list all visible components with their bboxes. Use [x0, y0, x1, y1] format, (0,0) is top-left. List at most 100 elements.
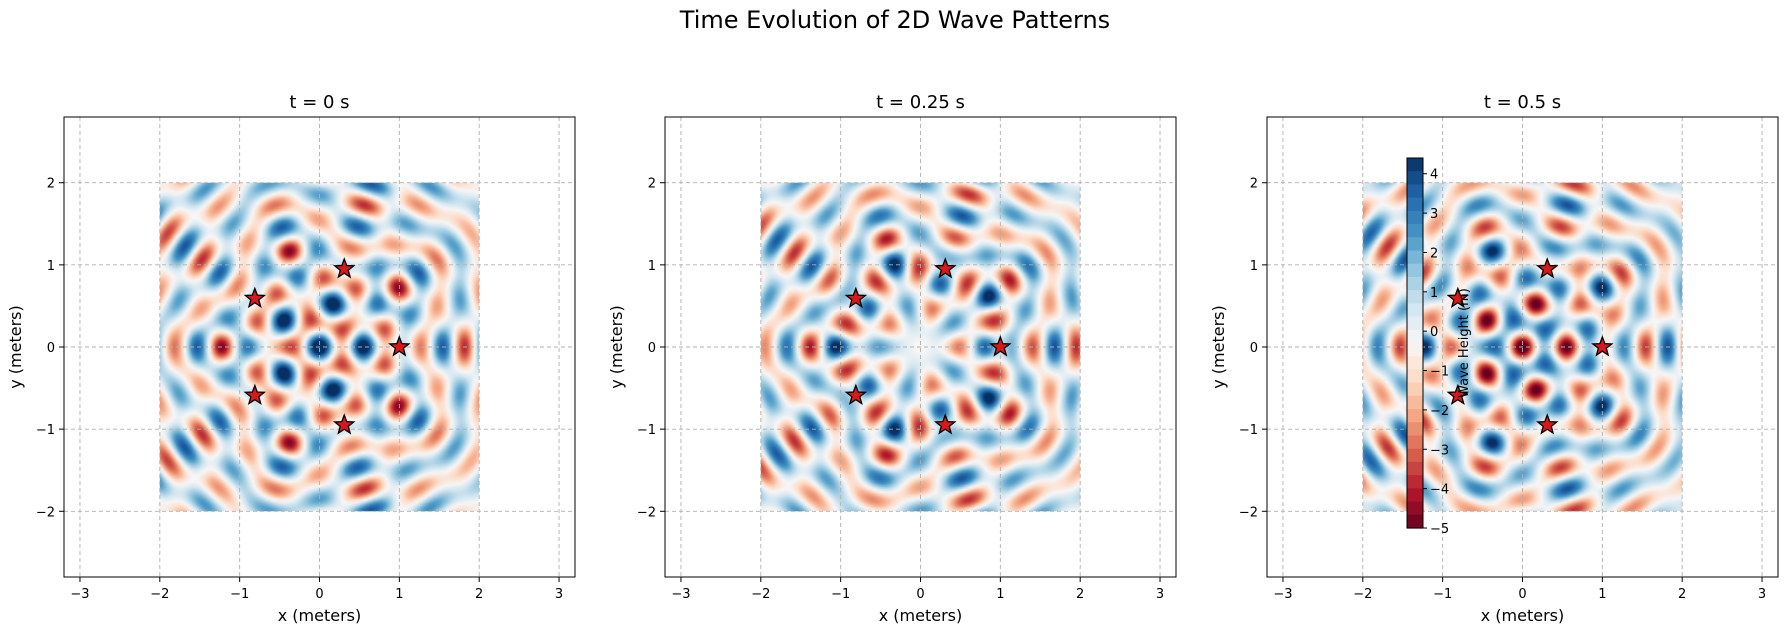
colorbar: 4 3 2 1 0 −1 −2 −3 −4 −5 Wave Height (m)	[1406, 157, 1472, 537]
colorbar-segment	[1407, 395, 1423, 410]
source-star-marker	[933, 413, 957, 435]
colorbar-segment	[1407, 303, 1423, 318]
colorbar-segment	[1407, 422, 1423, 437]
x-tick-label: 2	[1678, 587, 1686, 602]
colorbar-tick-label: −3	[1430, 443, 1449, 458]
x-axis-label: x (meters)	[1481, 606, 1565, 625]
source-star-marker	[989, 335, 1012, 357]
source-star-marker	[1446, 286, 1470, 309]
x-tick-label: 0	[916, 587, 924, 602]
colorbar-segment	[1407, 250, 1423, 265]
x-tick-label: 1	[996, 587, 1004, 602]
x-tick-label: −1	[831, 587, 850, 602]
colorbar-tick-label: 0	[1430, 325, 1438, 340]
x-tick-label: −1	[230, 587, 249, 602]
y-axis-label: y (meters)	[1209, 305, 1228, 389]
y-tick-label: 0	[1250, 341, 1258, 356]
colorbar-segment	[1407, 210, 1423, 225]
colorbar-segment	[1407, 343, 1423, 357]
source-star-marker	[1591, 335, 1614, 357]
colorbar-tick-label: −2	[1430, 404, 1449, 419]
colorbar-segment	[1407, 356, 1423, 371]
y-tick-label: −1	[1239, 423, 1258, 438]
x-tick-label: 2	[475, 587, 483, 602]
y-tick-label: −2	[1239, 505, 1258, 520]
source-star-marker	[388, 335, 411, 357]
source-star-marker	[332, 413, 356, 435]
x-tick-label: 0	[1518, 587, 1526, 602]
y-tick-label: 2	[1250, 177, 1258, 192]
x-tick-label: −3	[1273, 587, 1292, 602]
y-tick-label: 1	[47, 259, 55, 274]
colorbar-segment	[1407, 461, 1423, 476]
y-tick-label: −2	[637, 505, 656, 520]
colorbar-tick-label: 1	[1430, 286, 1438, 301]
colorbar-segment	[1407, 184, 1423, 199]
source-star-marker	[243, 383, 267, 406]
y-tick-label: 1	[1250, 259, 1258, 274]
colorbar-tick-label: −5	[1430, 522, 1449, 537]
x-tick-label: 1	[1598, 587, 1606, 602]
source-star-marker	[332, 257, 356, 279]
source-star-marker	[844, 383, 868, 406]
colorbar-segment	[1407, 171, 1423, 186]
colorbar-segment	[1407, 237, 1423, 252]
source-star-marker	[1446, 383, 1470, 406]
colorbar-tick-label: 4	[1430, 168, 1438, 183]
y-tick-label: 2	[47, 177, 55, 192]
x-tick-label: 3	[555, 587, 563, 602]
source-star-marker	[844, 286, 868, 309]
panel-title: t = 0 s	[289, 92, 349, 113]
y-tick-label: −1	[637, 423, 656, 438]
colorbar-tick-label: 3	[1430, 207, 1438, 222]
x-tick-label: −1	[1433, 587, 1452, 602]
colorbar-segment	[1407, 409, 1423, 423]
y-axis-label: y (meters)	[6, 305, 25, 389]
y-tick-label: 2	[648, 177, 656, 192]
colorbar-segment	[1407, 514, 1423, 529]
colorbar-segment	[1407, 329, 1423, 344]
source-star-marker	[933, 257, 957, 279]
panels: −3 −2 −1 0 1 2 3 −2 −1 0 1 2 t = 0 s x (meters) y (met…	[6, 92, 1779, 625]
colorbar-segment	[1407, 475, 1423, 489]
colorbar-segment	[1407, 290, 1423, 304]
panel-title: t = 0.5 s	[1484, 92, 1561, 113]
x-tick-label: 3	[1758, 587, 1766, 602]
x-axis-label: x (meters)	[879, 606, 963, 625]
colorbar-segment	[1407, 158, 1423, 172]
x-tick-label: 3	[1156, 587, 1164, 602]
panel-title: t = 0.25 s	[876, 92, 965, 113]
colorbar-segment	[1407, 382, 1423, 397]
colorbar-segment	[1407, 488, 1423, 503]
y-tick-label: −2	[36, 505, 55, 520]
x-tick-label: −2	[150, 587, 169, 602]
colorbar-segment	[1407, 369, 1423, 384]
colorbar-frame	[1406, 157, 1424, 529]
x-tick-label: −2	[1353, 587, 1372, 602]
colorbar-segment	[1407, 197, 1423, 212]
y-axis-label: y (meters)	[607, 305, 626, 389]
source-star-marker	[1535, 257, 1559, 279]
colorbar-segment	[1407, 435, 1423, 450]
y-tick-label: −1	[36, 423, 55, 438]
panel-2: −3 −2 −1 0 1 2 3 −2 −1 0 1 2 t = 0.5 s x (meters) y (m…	[1209, 92, 1779, 625]
panel-1: −3 −2 −1 0 1 2 3 −2 −1 0 1 2 t = 0.25 s x (meters) y (…	[607, 92, 1177, 625]
colorbar-segment	[1407, 276, 1423, 291]
colorbar-segment	[1407, 316, 1423, 331]
source-star-marker	[1535, 413, 1559, 435]
x-tick-label: −2	[751, 587, 770, 602]
figure-title: Time Evolution of 2D Wave Patterns	[679, 6, 1110, 34]
source-star-marker	[243, 286, 267, 309]
colorbar-tick-label: −4	[1430, 483, 1449, 498]
colorbar-tick-label: 2	[1430, 246, 1438, 261]
colorbar-segment	[1407, 263, 1423, 278]
x-tick-label: −3	[671, 587, 690, 602]
colorbar-label: Wave Height (m)	[1457, 288, 1472, 398]
y-tick-label: 1	[648, 259, 656, 274]
colorbar-segment	[1407, 224, 1423, 238]
colorbar-tick-label: −1	[1430, 365, 1449, 380]
x-tick-label: 2	[1076, 587, 1084, 602]
x-axis-label: x (meters)	[278, 606, 362, 625]
y-tick-label: 0	[648, 341, 656, 356]
